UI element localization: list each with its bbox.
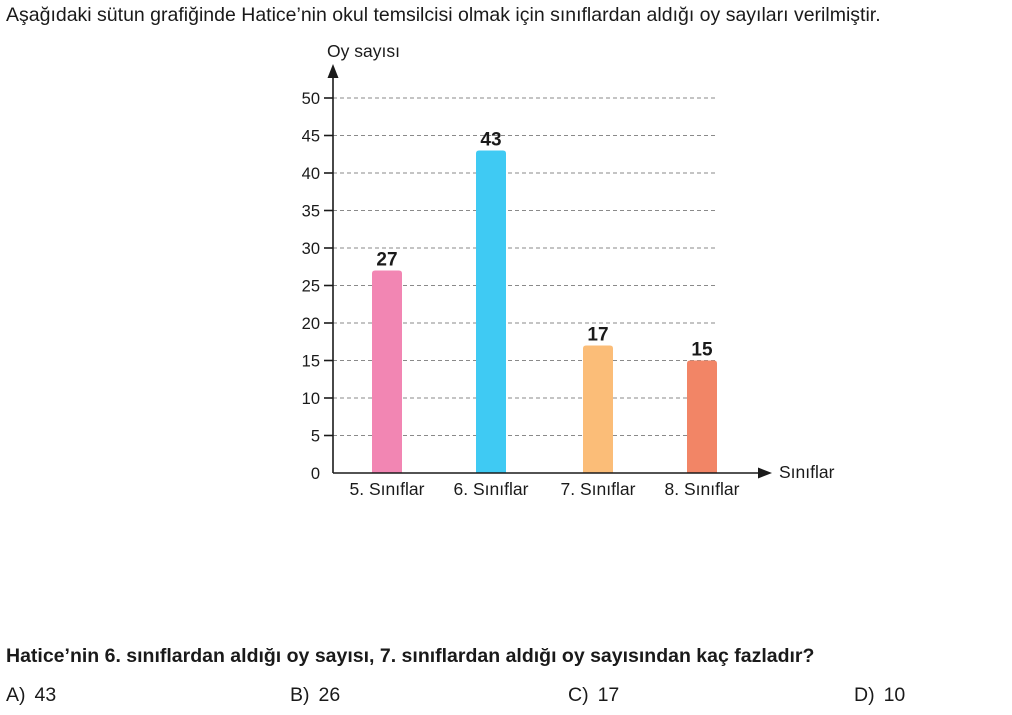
y-tick-label: 40 xyxy=(302,165,320,183)
y-tick-label: 50 xyxy=(302,90,320,108)
bar-value-label: 27 xyxy=(376,250,397,271)
axes: Oy sayısı Sınıflar xyxy=(327,41,835,482)
bars xyxy=(372,150,717,473)
x-category-label: 7. Sınıflar xyxy=(561,479,636,499)
bar xyxy=(372,270,402,473)
x-category-label: 6. Sınıflar xyxy=(454,479,529,499)
labels: 27 5. Sınıflar 43 6. Sınıflar 17 7. Sınıflar 1… xyxy=(350,130,740,500)
bar xyxy=(476,150,506,473)
y-tick-label: 45 xyxy=(302,128,320,146)
choice-d-letter: D) xyxy=(854,684,875,706)
bar xyxy=(583,345,613,473)
y-tick-label: 20 xyxy=(302,315,320,333)
y-axis-title: Oy sayısı xyxy=(327,41,400,61)
choice-a-letter: A) xyxy=(6,684,26,706)
bar-value-label: 17 xyxy=(587,325,608,346)
y-axis-arrow xyxy=(327,64,339,78)
y-tick-label: 35 xyxy=(302,203,320,221)
y-tick-label: 5 xyxy=(311,428,320,446)
choice-b[interactable]: B) 26 xyxy=(290,684,340,707)
choice-a-text: 43 xyxy=(34,684,57,706)
choice-d-text: 10 xyxy=(883,684,906,706)
x-axis-title: Sınıflar xyxy=(779,462,835,482)
choice-d[interactable]: D) 10 xyxy=(854,684,905,707)
y-tick-label: 10 xyxy=(302,390,320,408)
x-axis-arrow xyxy=(758,467,772,479)
y-tick-label: 15 xyxy=(302,353,320,371)
bar-value-label: 15 xyxy=(691,340,713,361)
choice-b-letter: B) xyxy=(290,684,310,706)
choice-c[interactable]: C) 17 xyxy=(568,684,619,707)
question-text: Hatice’nin 6. sınıflardan aldığı oy sayı… xyxy=(6,645,815,667)
y-tick-label: 25 xyxy=(302,278,320,296)
bar xyxy=(687,360,717,473)
choice-c-text: 17 xyxy=(597,684,620,706)
choice-c-letter: C) xyxy=(568,684,589,706)
y-ticks: 0 5 10 15 20 25 30 35 40 45 50 xyxy=(302,90,333,483)
bar-value-label: 43 xyxy=(480,130,501,151)
intro-text: Aşağıdaki sütun grafiğinde Hatice’nin ok… xyxy=(6,4,881,26)
x-category-label: 5. Sınıflar xyxy=(350,479,425,499)
y-tick-label: 0 xyxy=(311,465,320,483)
x-category-label: 8. Sınıflar xyxy=(665,479,740,499)
choice-a[interactable]: A) 43 xyxy=(6,684,56,707)
choice-b-text: 26 xyxy=(318,684,341,706)
y-tick-label: 30 xyxy=(302,240,320,258)
